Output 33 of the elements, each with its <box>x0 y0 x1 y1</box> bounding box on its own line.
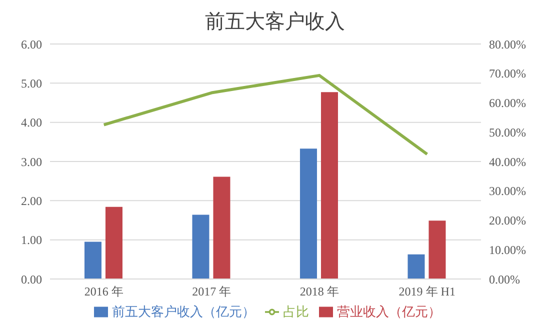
x-tick-label: 2019 年 H1 <box>398 284 456 299</box>
y2-tick-label: 30.00% <box>489 184 526 198</box>
legend-label: 占比 <box>283 305 309 320</box>
y-tick-label: 2.00 <box>21 194 42 208</box>
bar <box>408 254 425 279</box>
bar <box>213 176 230 279</box>
y-tick-label: 0.00 <box>21 272 42 286</box>
x-tick-label: 2017 年 <box>192 284 232 299</box>
y2-tick-label: 70.00% <box>489 66 526 81</box>
x-tick-label: 2016 年 <box>84 284 124 299</box>
y2-tick-label: 20.00% <box>489 214 526 228</box>
legend-label: 营业收入（亿元） <box>337 305 441 320</box>
x-tick-label: 2018 年 <box>300 284 339 299</box>
bar <box>105 206 122 279</box>
bar <box>320 92 338 279</box>
y-tick-label: 6.00 <box>21 37 42 52</box>
bar <box>300 148 317 279</box>
bar <box>428 220 446 279</box>
y-tick-label: 1.00 <box>21 233 42 248</box>
y-tick-label: 4.00 <box>21 116 42 130</box>
line-series <box>102 74 429 156</box>
bar <box>84 242 102 279</box>
y2-tick-label: 80.00% <box>489 37 526 52</box>
bar <box>192 214 210 279</box>
y2-tick-label: 40.00% <box>489 154 526 169</box>
y2-tick-label: 60.00% <box>489 96 526 110</box>
legend-label: 前五大客户收入（亿元） <box>112 305 255 320</box>
y-tick-label: 5.00 <box>21 76 42 90</box>
y-tick-label: 3.00 <box>21 154 42 169</box>
y2-tick-label: 50.00% <box>489 125 526 140</box>
y2-tick-label: 0.00% <box>489 272 520 286</box>
y2-tick-label: 10.00% <box>489 242 526 257</box>
chart-title: 前五大客户收入 <box>204 10 346 35</box>
